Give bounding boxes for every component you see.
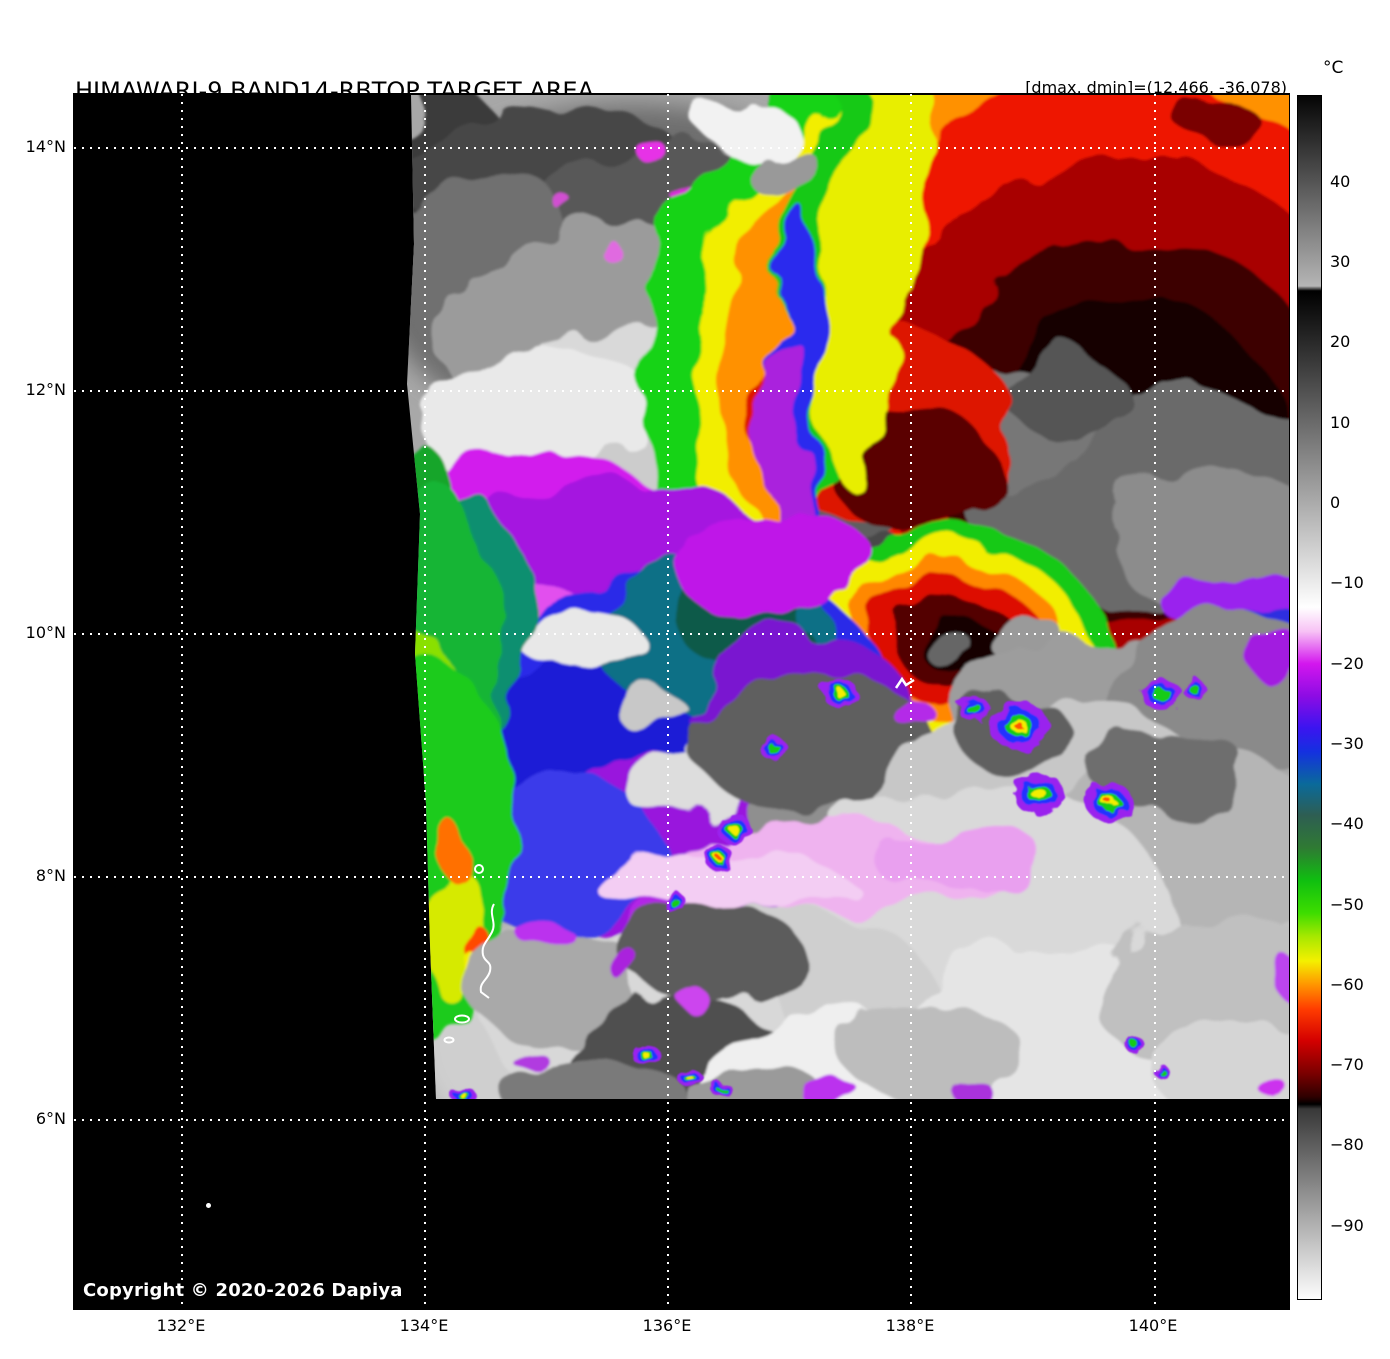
lat-tick-label: 6°N [35, 1109, 66, 1128]
colorbar-tick-label: −90 [1330, 1215, 1364, 1235]
colorbar-tick-label: −60 [1330, 974, 1364, 994]
colorbar [1297, 95, 1322, 1300]
colorbar-tick-label: −30 [1330, 733, 1364, 753]
lat-tick-label: 8°N [35, 866, 66, 885]
lon-tick-label: 132°E [156, 1316, 206, 1335]
lon-tick-label: 136°E [642, 1316, 692, 1335]
colorbar-tick-label: −70 [1330, 1055, 1364, 1075]
colorbar-tick-label: 0 [1330, 493, 1341, 512]
convective-cells [452, 678, 1206, 1099]
colorbar-tick-label: 30 [1330, 252, 1351, 272]
colorbar-tick-label: −40 [1330, 814, 1364, 834]
data-region [407, 95, 1289, 1099]
dmax-dmin-label: [dmax, dmin]=(12.466, -36.078) [1025, 78, 1287, 97]
colorbar-tick-label: −50 [1330, 894, 1364, 914]
colorbar-unit-label: °C [1323, 58, 1344, 78]
map-plot: Copyright © 2020-2026 Dapiya [73, 93, 1290, 1310]
storm-position-dot [206, 1202, 212, 1208]
lon-tick-label: 138°E [885, 1316, 935, 1335]
colorbar-tick-label: −20 [1330, 653, 1364, 673]
figure-title: HIMAWARI-9 BAND14-RBTOP TARGET AREA [75, 77, 595, 105]
lon-tick-label: 134°E [399, 1316, 449, 1335]
colorbar-tick-label: −80 [1330, 1135, 1364, 1155]
colorbar-tick-label: 10 [1330, 412, 1351, 432]
colorbar-tick-label: −10 [1330, 573, 1364, 593]
lon-tick-label: 140°E [1128, 1316, 1178, 1335]
lat-tick-label: 10°N [25, 623, 66, 642]
lat-tick-label: 12°N [25, 380, 66, 399]
colorbar-tick-label: 20 [1330, 332, 1351, 352]
copyright-label: Copyright © 2020-2026 Dapiya [83, 1280, 403, 1301]
coastline [443, 676, 915, 1044]
lat-tick-label: 14°N [25, 137, 66, 156]
colorbar-tick-label: 40 [1330, 171, 1351, 191]
satellite-imagery [74, 94, 1289, 1309]
